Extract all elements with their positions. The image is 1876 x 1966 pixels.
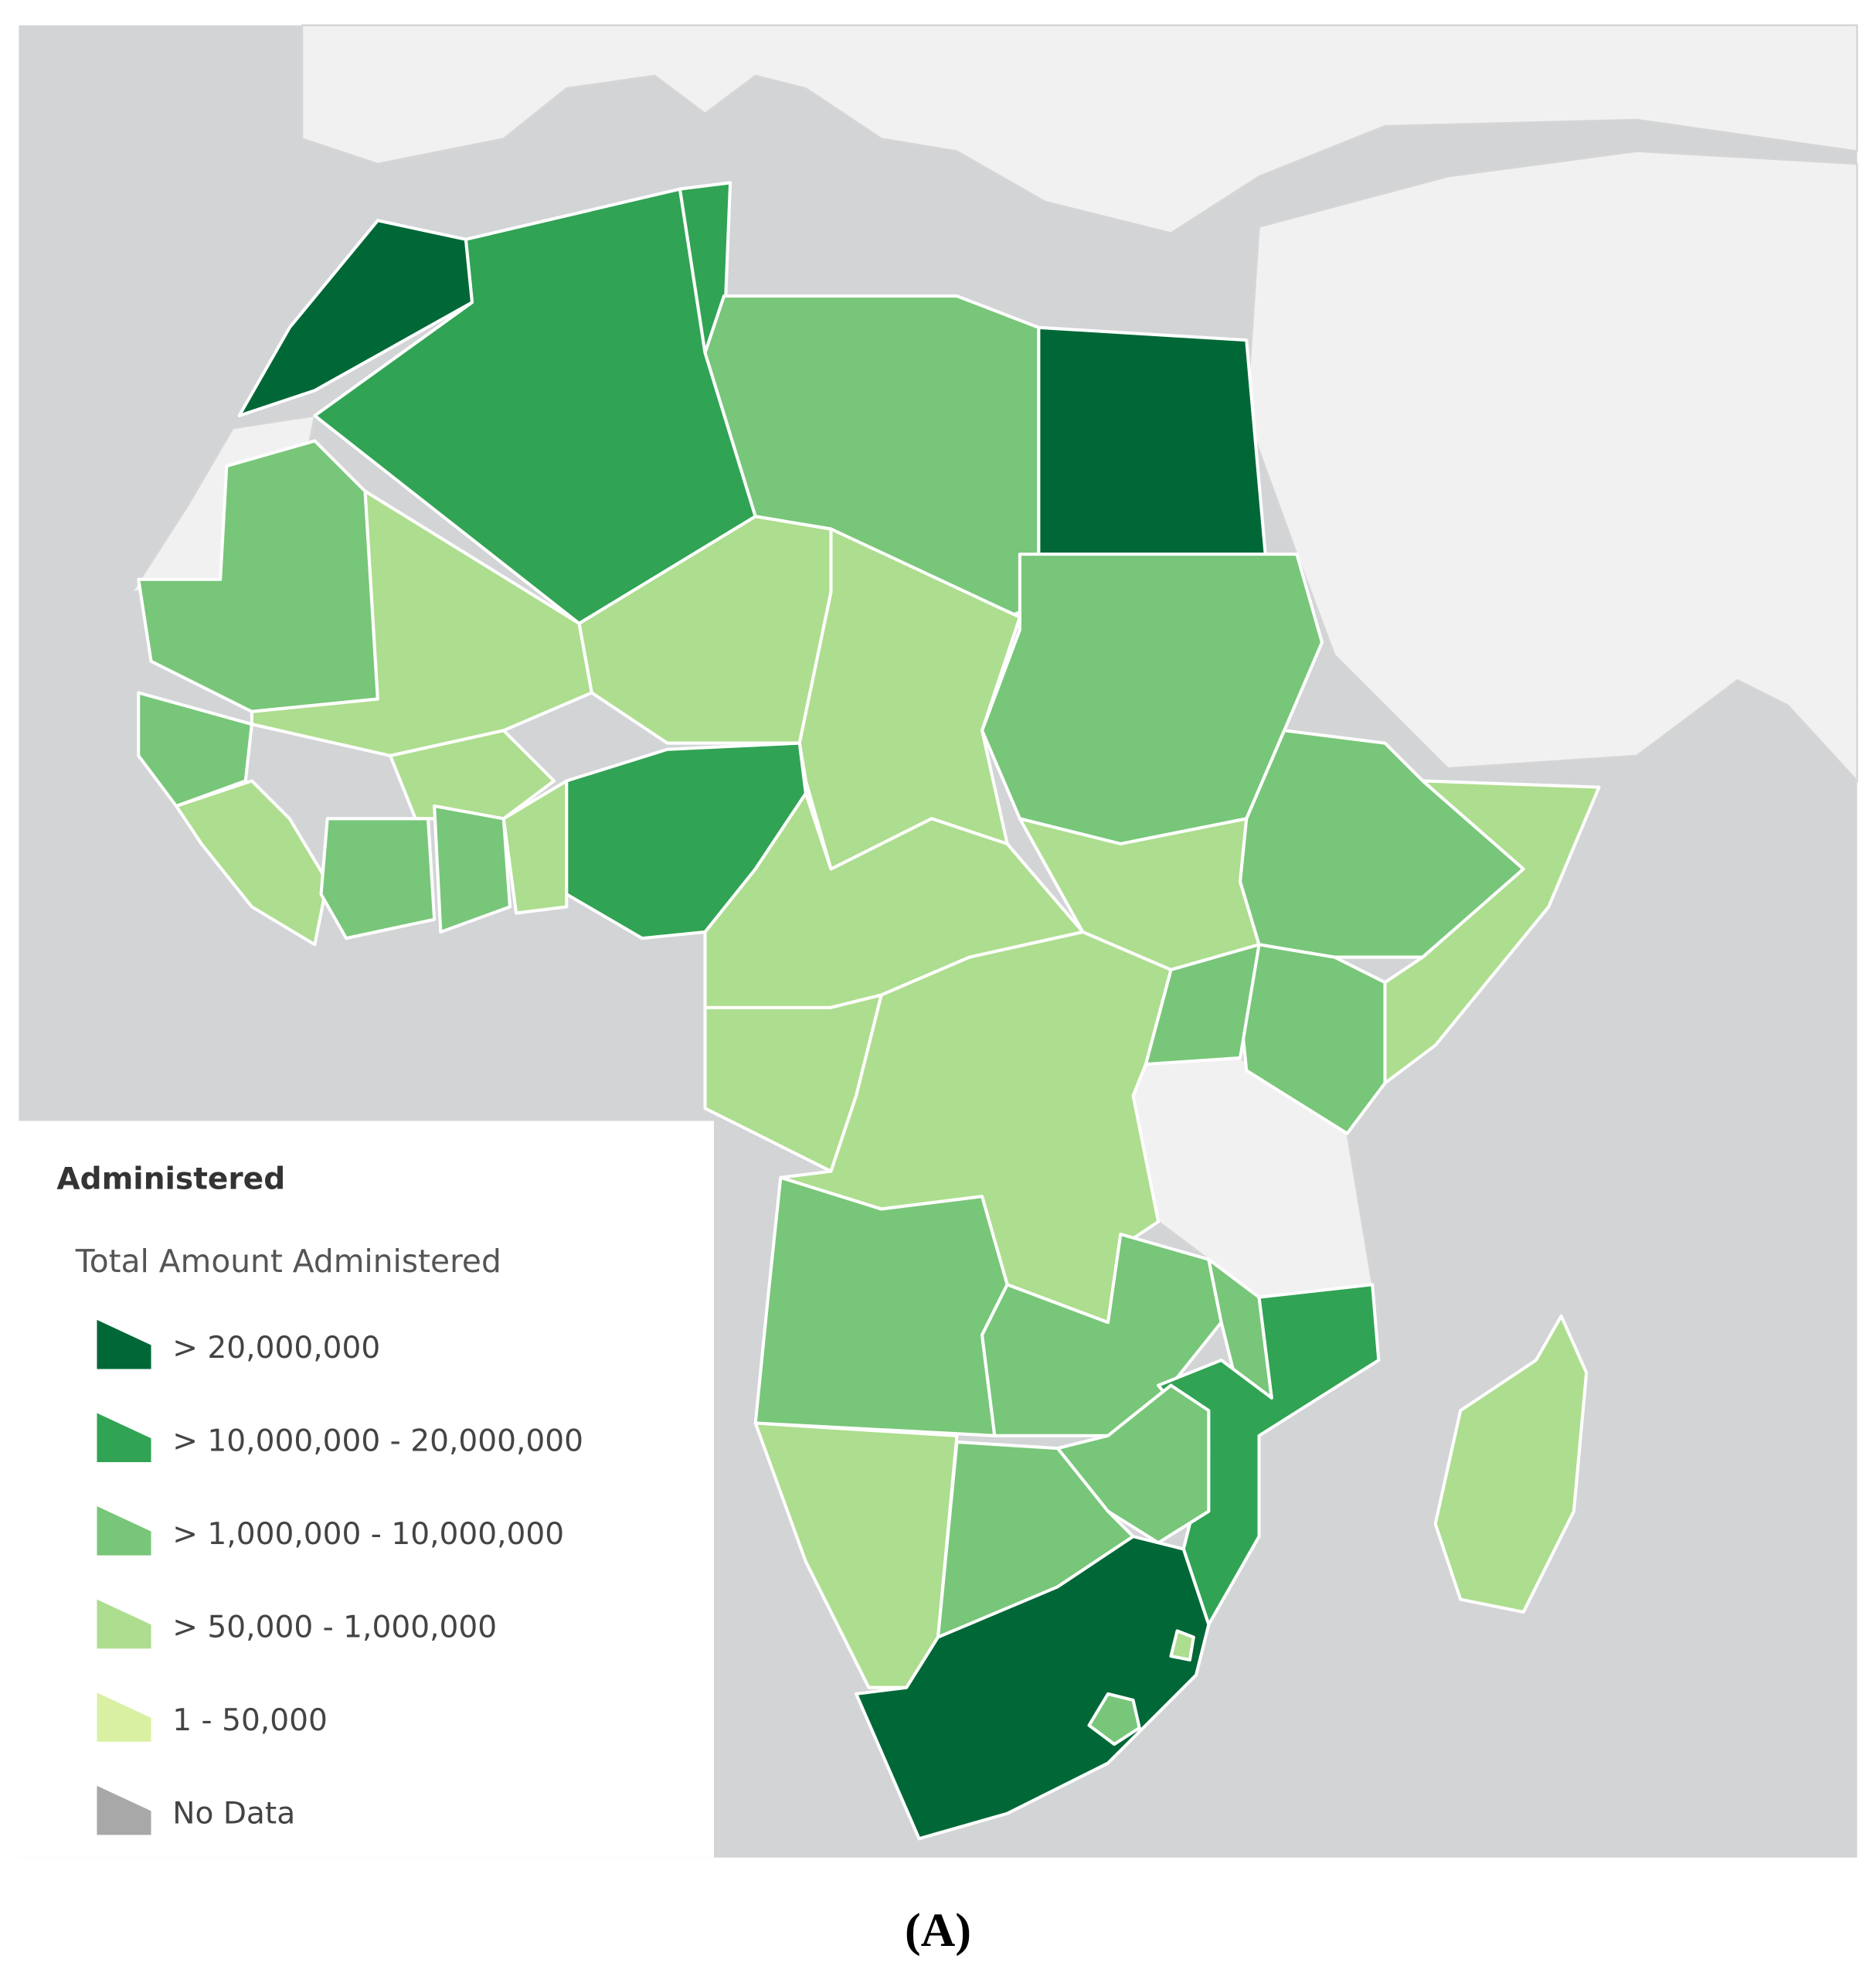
legend-swatch bbox=[97, 1319, 151, 1369]
legend-swatch bbox=[97, 1599, 151, 1649]
ivory-coast bbox=[319, 817, 437, 940]
angola bbox=[753, 1175, 1009, 1437]
guinea bbox=[175, 779, 329, 947]
burkina-faso bbox=[389, 729, 556, 821]
legend-label: No Data bbox=[172, 1797, 295, 1832]
legend-subtitle: Total Amount Administered bbox=[75, 1243, 501, 1280]
eswatini bbox=[1169, 1629, 1195, 1662]
ghana bbox=[433, 804, 511, 934]
legend-swatch bbox=[97, 1413, 151, 1463]
countries bbox=[137, 181, 1601, 1841]
legend-items: > 20,000,000 > 10,000,000 - 20,000,000 > 1… bbox=[97, 1319, 583, 1835]
europe bbox=[301, 24, 1858, 234]
lesotho bbox=[1087, 1692, 1141, 1747]
legend-swatch bbox=[97, 1785, 151, 1835]
other-land bbox=[130, 24, 1858, 1298]
legend-label: > 10,000,000 - 20,000,000 bbox=[172, 1423, 583, 1458]
legend-label: > 1,000,000 - 10,000,000 bbox=[172, 1517, 564, 1552]
legend-swatch bbox=[97, 1692, 151, 1742]
madagascar bbox=[1433, 1314, 1589, 1614]
legend-panel bbox=[19, 1121, 714, 1858]
egypt bbox=[1037, 325, 1267, 556]
togo-benin bbox=[501, 779, 569, 915]
legend-label: > 50,000 - 1,000,000 bbox=[172, 1611, 497, 1645]
legend-title: Administered bbox=[56, 1162, 285, 1196]
legend-swatch bbox=[97, 1506, 151, 1556]
south-africa bbox=[855, 1535, 1211, 1841]
figure-caption: (A) bbox=[905, 1904, 971, 1957]
legend-label: > 20,000,000 bbox=[172, 1331, 380, 1366]
legend-label: 1 - 50,000 bbox=[172, 1703, 328, 1738]
